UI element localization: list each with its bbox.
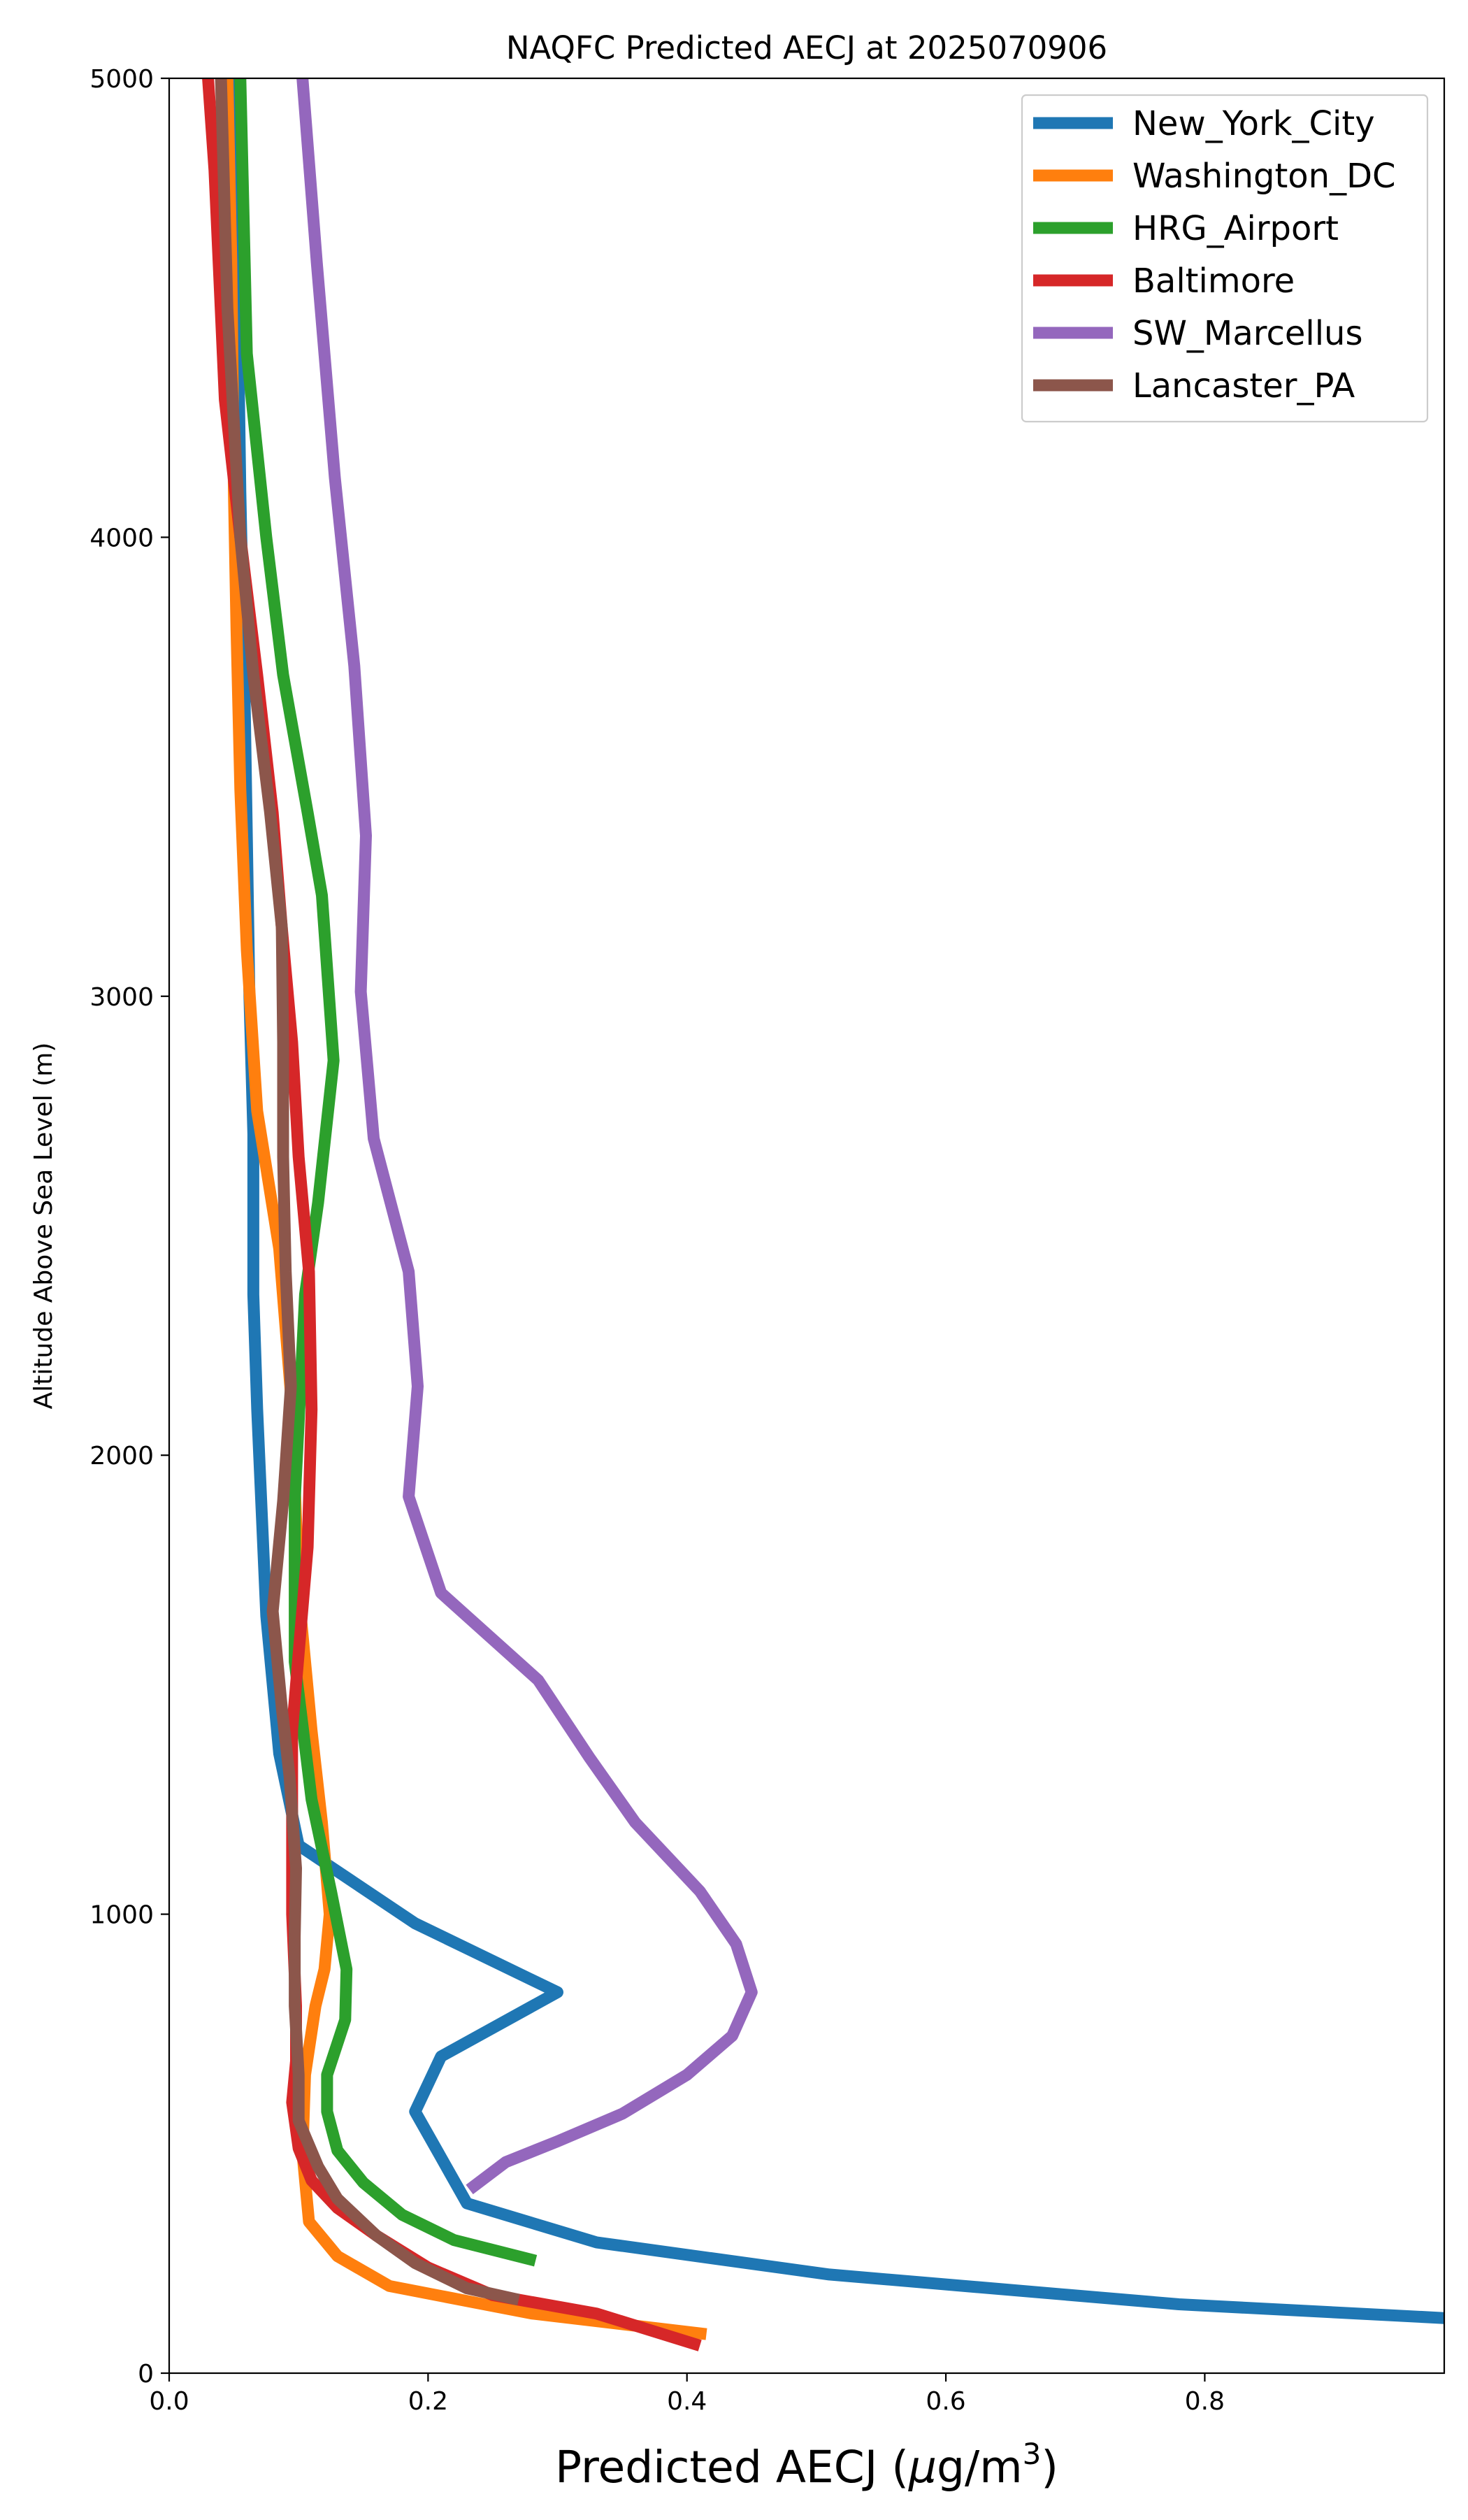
x-tick-label: 0.2 — [408, 2387, 448, 2416]
y-tick-label: 2000 — [89, 1442, 154, 1470]
series-layer — [202, 78, 1444, 2351]
series-line-hrg-airport — [234, 78, 538, 2267]
x-axis-label-close: ) — [1041, 2442, 1058, 2493]
x-axis-label-superscript: 3 — [1023, 2437, 1042, 2471]
x-axis: 0.0 0.2 0.4 0.6 0.8 — [149, 2373, 1225, 2416]
legend-frame — [1021, 94, 1429, 423]
x-tick-label: 0.0 — [149, 2387, 189, 2416]
y-tick-label: 1000 — [89, 1901, 154, 1930]
y-tick-label: 3000 — [89, 983, 154, 1012]
legend: New_York_City Washington_DC HRG_Airport Bal… — [1021, 94, 1429, 423]
x-tick-label: 0.4 — [667, 2387, 707, 2416]
x-axis-label: Predicted AECJ (μg/m3) — [555, 2437, 1058, 2493]
y-axis-label: Altitude Above Sea Level (m) — [29, 1043, 58, 1410]
series-line-lancaster-pa — [215, 78, 520, 2306]
plot-frame — [168, 77, 1446, 2375]
x-tick-label: 0.6 — [926, 2387, 965, 2416]
y-tick-label: 4000 — [89, 524, 154, 552]
legend-items: New_York_City Washington_DC HRG_Airport Bal… — [1033, 104, 1396, 406]
legend-label: HRG_Airport — [1132, 209, 1339, 248]
legend-label: Lancaster_PA — [1132, 366, 1355, 406]
y-tick-label: 5000 — [89, 65, 154, 94]
x-axis-label-mu: μ — [908, 2442, 937, 2493]
legend-label: SW_Marcellus — [1132, 314, 1362, 353]
legend-label: Washington_DC — [1132, 157, 1396, 196]
y-axis: 0 1000 2000 3000 4000 5000 — [89, 65, 169, 2389]
x-axis-label-main: Predicted AECJ ( — [555, 2442, 909, 2493]
x-tick-label: 0.8 — [1185, 2387, 1225, 2416]
series-line-washington-dc — [221, 78, 707, 2340]
x-axis-label-unit: g/m — [937, 2442, 1023, 2493]
series-line-sw-marcellus — [296, 78, 758, 2195]
y-tick-label: 0 — [138, 2360, 154, 2389]
chart-title: NAQFC Predicted AECJ at 2025070906 — [506, 29, 1107, 66]
legend-label: Baltimore — [1132, 262, 1295, 301]
legend-label: New_York_City — [1132, 104, 1375, 143]
